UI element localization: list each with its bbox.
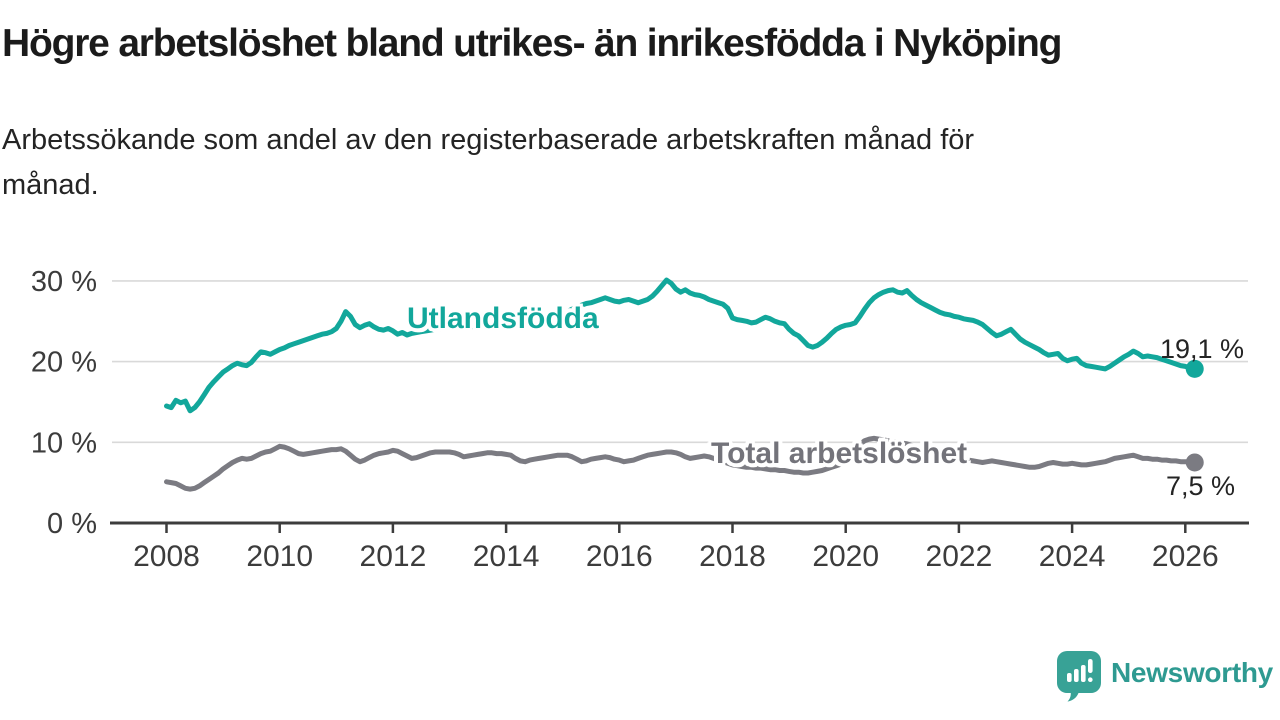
x-axis-tick-label: 2008 bbox=[133, 540, 200, 573]
end-value-label-total-arbetsloshet: 7,5 % bbox=[1166, 471, 1236, 501]
end-value-label-utlandsfodda: 19,1 % bbox=[1160, 334, 1245, 364]
x-axis-tick-label: 2018 bbox=[699, 540, 766, 573]
series-end-dot-total-arbetsl-shet bbox=[1185, 453, 1204, 472]
chart-subtitle: Arbetssökande som andel av den registerb… bbox=[2, 118, 1222, 208]
newsworthy-logo: Newsworthy bbox=[1056, 650, 1276, 702]
series-line-utlandsf-dda bbox=[164, 277, 1198, 414]
y-axis-tick-label: 10 % bbox=[31, 427, 97, 459]
x-axis-tick-label: 2026 bbox=[1152, 540, 1219, 573]
series-end-dot-utlandsf-dda bbox=[1185, 359, 1204, 378]
x-axis-tick-label: 2020 bbox=[812, 540, 879, 573]
x-axis-tick-label: 2016 bbox=[586, 540, 653, 573]
newsworthy-logo-icon bbox=[1057, 651, 1101, 702]
newsworthy-logo-text: Newsworthy bbox=[1111, 657, 1273, 688]
series-line-total-arbetsl-shet bbox=[164, 435, 1198, 492]
x-axis-tick-label: 2022 bbox=[926, 540, 993, 573]
x-axis-tick-label: 2010 bbox=[246, 540, 313, 573]
x-axis-tick-label: 2024 bbox=[1039, 540, 1106, 573]
y-axis-tick-label: 20 % bbox=[31, 347, 97, 379]
y-axis-tick-label: 0 % bbox=[47, 508, 97, 540]
series-label-utlandsfodda: Utlandsfödda bbox=[407, 302, 599, 335]
chart-subtitle-line-2: månad. bbox=[2, 169, 99, 201]
series-label-total-arbetsloshet: Total arbetslöshet bbox=[711, 437, 968, 470]
x-axis-tick-label: 2012 bbox=[360, 540, 427, 573]
x-axis-tick-label: 2014 bbox=[473, 540, 540, 573]
chart-title: Högre arbetslöshet bland utrikes- än inr… bbox=[2, 22, 1062, 65]
y-axis-tick-label: 30 % bbox=[31, 266, 97, 298]
chart-subtitle-line-1: Arbetssökande som andel av den registerb… bbox=[2, 124, 975, 156]
